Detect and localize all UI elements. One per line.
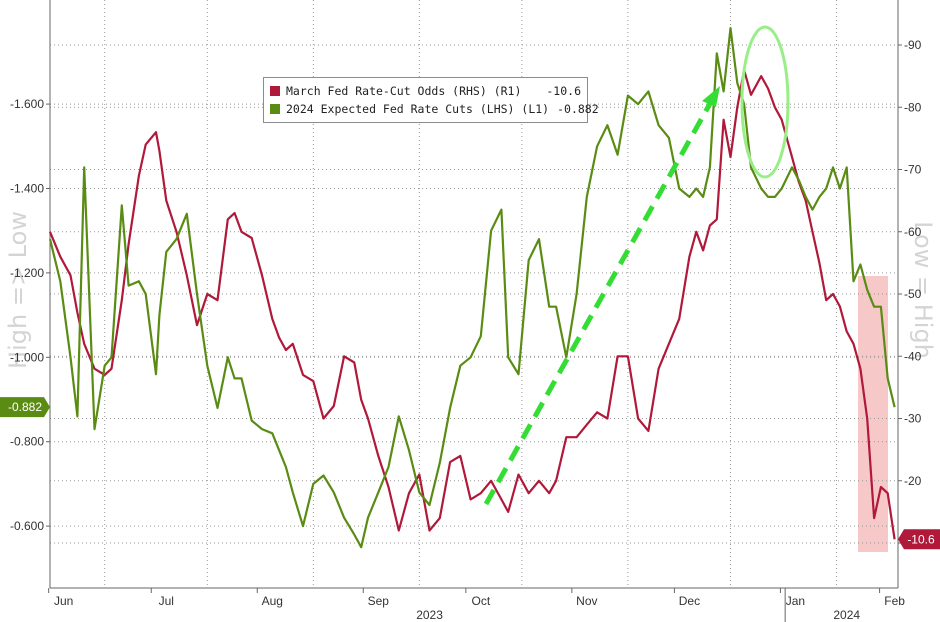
right-value-badge-text: -10.6 bbox=[907, 532, 935, 546]
series-expected-cuts bbox=[48, 27, 896, 549]
right-tick-label: -90 bbox=[904, 38, 922, 52]
legend-item-expected-cuts: 2024 Expected Fed Rate Cuts (LHS) (L1) -… bbox=[270, 100, 599, 118]
legend-swatch-march-odds bbox=[270, 86, 280, 96]
year-label: 2024 bbox=[833, 608, 860, 622]
right-tick-label: -80 bbox=[904, 100, 922, 114]
left-tick-label: -0.800 bbox=[10, 435, 44, 449]
annotations bbox=[483, 25, 790, 506]
legend-swatch-expected-cuts bbox=[270, 104, 280, 114]
left-tick-label: -1.600 bbox=[10, 97, 44, 111]
x-tick-label: Oct bbox=[472, 594, 491, 608]
x-tick-label: Sep bbox=[368, 594, 390, 608]
series bbox=[48, 27, 896, 549]
x-tick-label: Dec bbox=[679, 594, 700, 608]
left-tick-label: -1.200 bbox=[10, 266, 44, 280]
right-value-badge bbox=[898, 529, 940, 550]
year-label: 2023 bbox=[416, 608, 443, 622]
trend-arrow bbox=[483, 98, 715, 506]
x-tick-label: Jan bbox=[786, 594, 805, 608]
highlight-ellipse bbox=[740, 25, 790, 179]
right-axis-annotation: Low = High bbox=[909, 221, 937, 359]
left-tick-label: -0.600 bbox=[10, 519, 44, 533]
x-tick-label: Feb bbox=[884, 594, 905, 608]
legend-label: 2024 Expected Fed Rate Cuts (LHS) (L1) bbox=[286, 102, 550, 116]
right-tick-label: -70 bbox=[904, 163, 922, 177]
right-tick-label: -50 bbox=[904, 287, 922, 301]
left-tick-label: -1.000 bbox=[10, 350, 44, 364]
right-tick-label: -30 bbox=[904, 412, 922, 426]
legend-value: -10.6 bbox=[546, 84, 581, 98]
right-tick-label: -60 bbox=[904, 225, 922, 239]
x-tick-label: Jun bbox=[54, 594, 73, 608]
right-tick-label: -20 bbox=[904, 474, 922, 488]
left-axis-annotation: High => Low bbox=[4, 211, 32, 369]
left-value-badge bbox=[0, 397, 50, 418]
left-tick-label: -1.400 bbox=[10, 181, 44, 195]
x-tick-label: Aug bbox=[262, 594, 283, 608]
value-badges: -0.882 -10.6 bbox=[0, 397, 940, 550]
left-value-badge-text: -0.882 bbox=[8, 400, 42, 414]
x-tick-label: Jul bbox=[159, 594, 174, 608]
legend-label: March Fed Rate-Cut Odds (RHS) (R1) bbox=[286, 84, 522, 98]
legend-item-march-odds: March Fed Rate-Cut Odds (RHS) (R1) -10.6 bbox=[270, 82, 581, 100]
trend-arrow-head bbox=[702, 86, 720, 107]
right-tick-label: -40 bbox=[904, 349, 922, 363]
x-tick-label: Nov bbox=[576, 594, 597, 608]
legend-value: -0.882 bbox=[557, 102, 599, 116]
series-march-odds bbox=[48, 68, 896, 540]
legend: March Fed Rate-Cut Odds (RHS) (R1) -10.6… bbox=[263, 77, 599, 123]
